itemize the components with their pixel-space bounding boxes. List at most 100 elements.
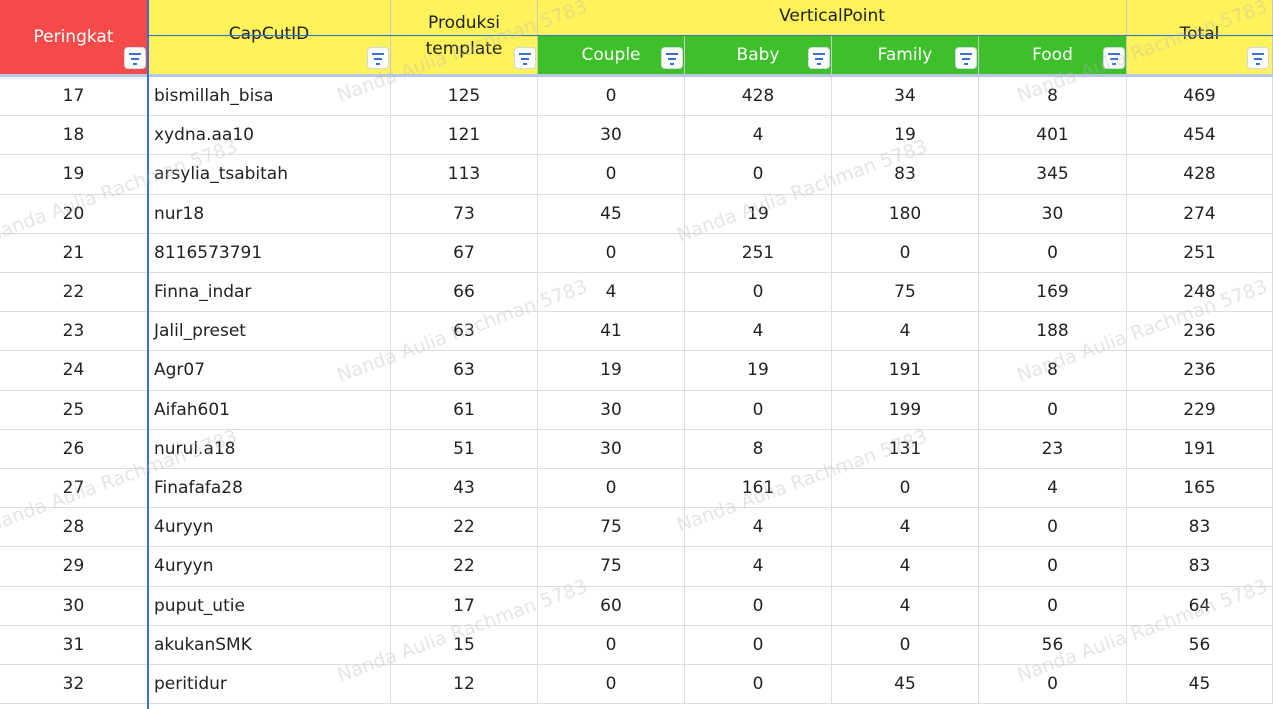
number-cell: 0 [538, 155, 685, 195]
number-cell: 19 [832, 116, 979, 156]
rank-cell: 18 [0, 116, 148, 156]
number-cell: 274 [1127, 194, 1273, 234]
number-cell: 75 [538, 508, 685, 548]
number-cell: 0 [979, 390, 1127, 430]
header-line [148, 35, 1273, 36]
number-cell: 248 [1127, 273, 1273, 313]
number-cell: 4 [685, 508, 832, 548]
number-cell: 8 [685, 429, 832, 469]
number-cell: 15 [391, 625, 538, 665]
number-cell: 73 [391, 194, 538, 234]
number-cell: 169 [979, 273, 1127, 313]
number-cell: 30 [538, 390, 685, 430]
id-cell: Aifah601 [148, 390, 391, 430]
number-cell: 23 [979, 429, 1127, 469]
number-cell: 0 [685, 625, 832, 665]
filter-button[interactable] [367, 47, 389, 69]
group-header: VerticalPoint [538, 0, 1127, 36]
number-cell: 64 [1127, 586, 1273, 626]
number-cell: 161 [685, 469, 832, 509]
number-cell: 4 [832, 312, 979, 352]
number-cell: 51 [391, 429, 538, 469]
number-cell: 0 [832, 625, 979, 665]
filter-button[interactable] [1247, 47, 1269, 69]
number-cell: 0 [685, 273, 832, 313]
number-cell: 8 [979, 77, 1127, 117]
id-cell: nur18 [148, 194, 391, 234]
number-cell: 0 [685, 155, 832, 195]
filter-button[interactable] [1103, 47, 1125, 69]
id-cell: Jalil_preset [148, 312, 391, 352]
number-cell: 4 [685, 312, 832, 352]
number-cell: 191 [1127, 429, 1273, 469]
number-cell: 0 [979, 233, 1127, 273]
id-cell: xydna.aa10 [148, 116, 391, 156]
sub-header: Baby [685, 36, 832, 75]
number-cell: 0 [538, 469, 685, 509]
number-cell: 30 [538, 116, 685, 156]
sub-header: Couple [538, 36, 685, 75]
number-cell: 345 [979, 155, 1127, 195]
number-cell: 75 [538, 547, 685, 587]
number-cell: 125 [391, 77, 538, 117]
id-cell: 4uryyn [148, 547, 391, 587]
number-cell: 67 [391, 233, 538, 273]
id-cell: Finna_indar [148, 273, 391, 313]
rank-cell: 23 [0, 312, 148, 352]
number-cell: 4 [979, 469, 1127, 509]
filter-button[interactable] [514, 47, 536, 69]
number-cell: 19 [685, 194, 832, 234]
number-cell: 12 [391, 665, 538, 705]
rank-cell: 22 [0, 273, 148, 313]
number-cell: 251 [1127, 233, 1273, 273]
number-cell: 45 [832, 665, 979, 705]
filter-button[interactable] [955, 47, 977, 69]
rank-header: Peringkat [0, 0, 148, 75]
number-cell: 401 [979, 116, 1127, 156]
number-cell: 0 [979, 508, 1127, 548]
id-cell: peritidur [148, 665, 391, 705]
number-cell: 63 [391, 351, 538, 391]
number-cell: 251 [685, 233, 832, 273]
number-cell: 0 [538, 625, 685, 665]
number-cell: 121 [391, 116, 538, 156]
id-cell: 4uryyn [148, 508, 391, 548]
number-cell: 56 [1127, 625, 1273, 665]
number-cell: 41 [538, 312, 685, 352]
number-cell: 56 [979, 625, 1127, 665]
number-cell: 45 [1127, 665, 1273, 705]
id-cell: nurul.a18 [148, 429, 391, 469]
number-cell: 43 [391, 469, 538, 509]
number-cell: 30 [979, 194, 1127, 234]
production-header: Produksi template [391, 0, 538, 75]
number-cell: 199 [832, 390, 979, 430]
number-cell: 469 [1127, 77, 1273, 117]
number-cell: 0 [685, 586, 832, 626]
number-cell: 131 [832, 429, 979, 469]
number-cell: 60 [538, 586, 685, 626]
number-cell: 4 [685, 547, 832, 587]
number-cell: 45 [538, 194, 685, 234]
number-cell: 191 [832, 351, 979, 391]
id-cell: Agr07 [148, 351, 391, 391]
rank-cell: 26 [0, 429, 148, 469]
filter-button[interactable] [808, 47, 830, 69]
number-cell: 22 [391, 508, 538, 548]
number-cell: 0 [832, 469, 979, 509]
filter-button[interactable] [124, 47, 146, 69]
rank-cell: 32 [0, 665, 148, 705]
number-cell: 22 [391, 547, 538, 587]
rank-cell: 28 [0, 508, 148, 548]
id-header: CapCutID [148, 0, 391, 75]
number-cell: 0 [979, 547, 1127, 587]
number-cell: 0 [685, 390, 832, 430]
number-cell: 165 [1127, 469, 1273, 509]
rank-cell: 27 [0, 469, 148, 509]
number-cell: 4 [832, 508, 979, 548]
id-cell: puput_utie [148, 586, 391, 626]
number-cell: 113 [391, 155, 538, 195]
id-cell: akukanSMK [148, 625, 391, 665]
number-cell: 30 [538, 429, 685, 469]
number-cell: 66 [391, 273, 538, 313]
filter-button[interactable] [661, 47, 683, 69]
